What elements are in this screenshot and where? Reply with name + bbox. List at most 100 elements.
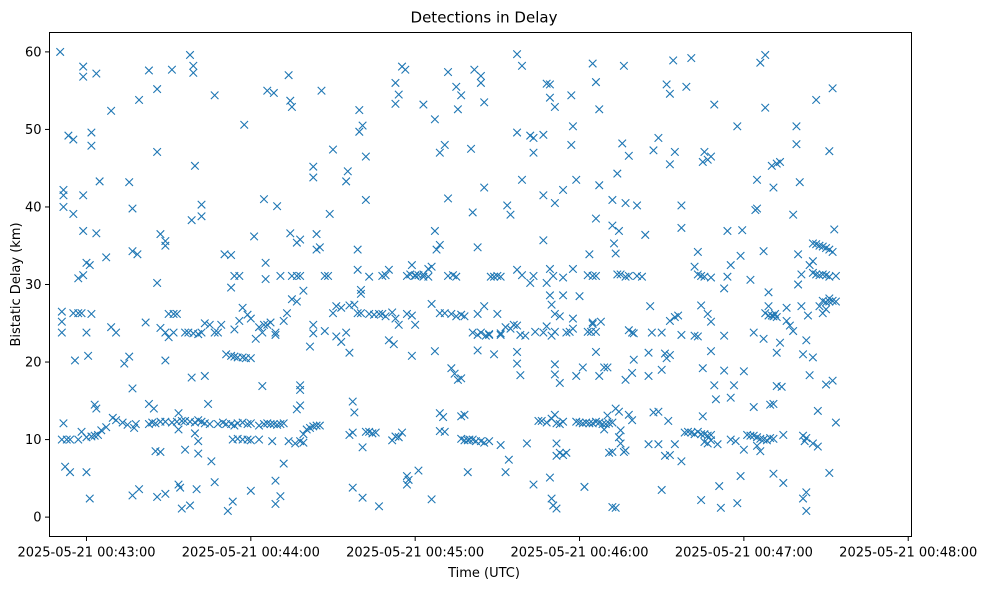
data-point: [238, 418, 247, 427]
data-point: [575, 418, 584, 427]
data-point: [473, 346, 482, 355]
data-point: [662, 80, 671, 89]
data-point: [517, 61, 527, 71]
data-point: [203, 399, 213, 409]
data-point: [295, 235, 305, 244]
data-point: [85, 260, 94, 270]
data-point: [391, 78, 400, 88]
data-point: [825, 297, 834, 306]
data-point: [348, 483, 357, 492]
data-point: [616, 439, 625, 448]
data-point: [407, 260, 417, 270]
data-point: [197, 200, 206, 209]
data-point: [59, 419, 68, 428]
data-point: [603, 363, 612, 372]
data-point: [552, 419, 561, 428]
data-point: [811, 95, 821, 105]
data-point: [545, 291, 555, 300]
data-point: [733, 122, 742, 131]
data-point: [624, 271, 634, 281]
data-point: [361, 152, 371, 161]
data-point: [353, 309, 362, 318]
data-point: [364, 272, 374, 281]
data-point: [614, 407, 624, 416]
data-point: [470, 65, 479, 74]
data-point: [644, 371, 653, 381]
data-point: [134, 485, 144, 494]
data-point: [496, 329, 505, 338]
data-point: [558, 417, 568, 426]
data-point: [309, 162, 318, 171]
data-point: [246, 314, 256, 323]
data-point: [350, 300, 359, 309]
data-point: [460, 312, 469, 321]
data-point: [512, 347, 522, 357]
data-point: [619, 61, 629, 71]
data-point: [752, 204, 762, 213]
data-point: [693, 247, 703, 257]
data-point: [512, 50, 522, 59]
data-point: [358, 493, 367, 502]
data-point: [57, 307, 67, 316]
data-point: [341, 177, 351, 186]
data-point: [125, 177, 134, 187]
data-point: [299, 286, 308, 295]
data-point: [131, 419, 140, 429]
data-point: [775, 157, 785, 167]
data-point: [562, 448, 571, 457]
data-point: [550, 370, 560, 379]
data-point: [284, 70, 293, 80]
data-point: [391, 314, 400, 323]
data-point: [530, 327, 540, 336]
data-point: [305, 342, 315, 351]
data-point: [752, 441, 762, 450]
data-point: [665, 450, 675, 460]
data-point: [427, 299, 436, 309]
data-point: [539, 328, 548, 337]
data-point: [765, 400, 775, 409]
data-point: [580, 482, 589, 492]
data-point: [189, 61, 198, 71]
data-point: [723, 272, 732, 281]
data-point: [356, 309, 366, 318]
data-point: [95, 177, 104, 186]
data-point: [102, 253, 111, 262]
data-point: [328, 145, 338, 154]
data-point: [703, 431, 712, 440]
data-point: [608, 447, 617, 457]
data-point: [808, 239, 818, 248]
data-point: [246, 436, 256, 445]
data-point: [529, 148, 538, 157]
data-point: [583, 327, 592, 336]
data-point: [726, 435, 735, 444]
data-point: [271, 476, 280, 485]
data-point: [79, 62, 88, 71]
data-point: [387, 308, 397, 317]
data-point: [226, 283, 236, 292]
data-point: [272, 420, 282, 430]
data-point: [746, 431, 755, 440]
data-point: [831, 271, 841, 281]
data-point: [769, 183, 778, 192]
data-point: [235, 316, 244, 326]
data-point: [644, 348, 653, 357]
data-point: [769, 434, 778, 443]
data-point: [189, 68, 198, 78]
data-point: [547, 494, 556, 503]
data-point: [670, 440, 680, 449]
data-point: [427, 495, 436, 504]
data-point: [647, 328, 657, 337]
data-point: [180, 445, 190, 454]
data-point: [141, 318, 150, 327]
data-point: [696, 429, 706, 439]
data-point: [435, 148, 445, 157]
data-point: [358, 121, 367, 130]
data-point: [361, 195, 371, 205]
data-point: [200, 371, 209, 381]
data-point: [562, 328, 571, 337]
data-point: [698, 412, 707, 421]
data-point: [276, 271, 285, 281]
data-point: [210, 91, 219, 100]
data-point: [476, 328, 486, 337]
data-point: [432, 245, 441, 254]
